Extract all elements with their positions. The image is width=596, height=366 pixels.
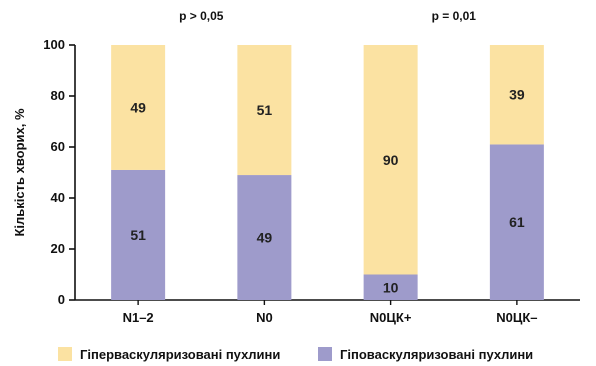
x-tick-label: N0ЦК–: [496, 310, 537, 325]
y-tick-label: 80: [51, 88, 65, 103]
legend-label-hypo: Гіповаскуляризовані пухлини: [340, 346, 534, 362]
x-tick-label: N0ЦК+: [370, 310, 412, 325]
data-label: 90: [383, 152, 399, 168]
legend-item-hypo: Гіповаскуляризовані пухлини: [318, 343, 533, 365]
y-tick-label: 100: [43, 37, 65, 52]
bar-segment-hypo: [489, 144, 544, 300]
bar-segment-hypo: [363, 274, 418, 300]
axes: 0 20 40 60 80 100 Кількість хворих, % N1–2 N0 N0Ц…: [12, 37, 580, 325]
bar-segment-hypo: [237, 175, 292, 300]
legend-label-hyper: Гіперваскуляризовані пухлини: [80, 346, 281, 362]
x-tick-label: N1–2: [123, 310, 154, 325]
bar-segment-hyper: [489, 45, 544, 145]
data-label: 61: [509, 214, 525, 230]
bar-segment-hypo: [111, 169, 166, 300]
y-tick-label: 60: [51, 139, 65, 154]
legend-swatch-hypo: [318, 347, 332, 361]
y-tick-label: 20: [51, 241, 65, 256]
stacked-bar-chart: 0 20 40 60 80 100 Кількість хворих, % N1–2 N0 N0Ц…: [12, 9, 580, 325]
annotations: p > 0,05 p = 0,01: [179, 9, 476, 23]
legend-swatch-hyper: [58, 347, 72, 361]
bars: [111, 45, 544, 300]
legend: Гіперваскуляризовані пухлини Гіповаскуля…: [0, 343, 596, 365]
data-label: 51: [130, 227, 146, 243]
legend-item-hyper: Гіперваскуляризовані пухлини: [58, 343, 280, 365]
data-labels: 51 49 49 51 10 90 61 39: [130, 87, 525, 296]
data-label: 49: [257, 230, 273, 246]
y-tick-label: 40: [51, 190, 65, 205]
bar-segment-hyper: [363, 45, 418, 275]
y-tick-label: 0: [58, 292, 65, 307]
data-label: 49: [130, 99, 146, 115]
y-axis-label: Кількість хворих, %: [12, 108, 27, 236]
data-label: 10: [383, 279, 399, 295]
data-label: 39: [509, 87, 525, 103]
p-value-annotation: p = 0,01: [432, 9, 477, 23]
p-value-annotation: p > 0,05: [179, 9, 224, 23]
x-tick-label: N0: [256, 310, 273, 325]
bar-segment-hyper: [237, 45, 292, 176]
data-label: 51: [257, 102, 273, 118]
bar-segment-hyper: [111, 45, 166, 170]
